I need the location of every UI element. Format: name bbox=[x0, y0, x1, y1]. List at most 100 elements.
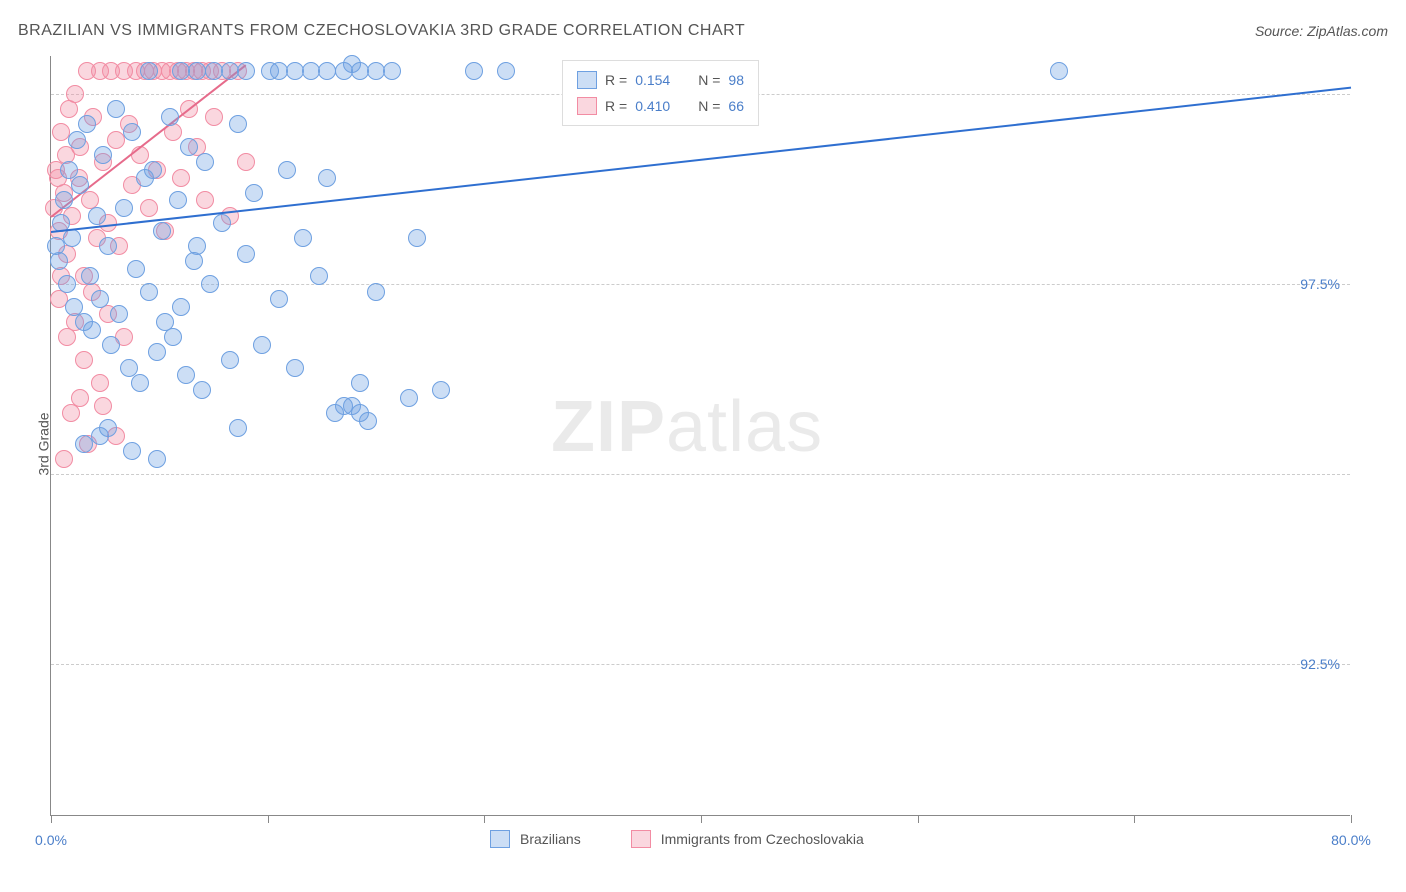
chart-header: BRAZILIAN VS IMMIGRANTS FROM CZECHOSLOVA… bbox=[18, 22, 1388, 40]
data-point bbox=[99, 237, 117, 255]
legend-swatch bbox=[490, 830, 510, 848]
x-tick bbox=[268, 815, 269, 823]
x-tick bbox=[484, 815, 485, 823]
data-point bbox=[172, 169, 190, 187]
data-point bbox=[205, 108, 223, 126]
legend-series-label: Immigrants from Czechoslovakia bbox=[661, 831, 864, 847]
data-point bbox=[91, 374, 109, 392]
data-point bbox=[351, 374, 369, 392]
data-point bbox=[294, 229, 312, 247]
data-point bbox=[153, 222, 171, 240]
data-point bbox=[253, 336, 271, 354]
data-point bbox=[367, 62, 385, 80]
data-point bbox=[193, 381, 211, 399]
data-point bbox=[221, 351, 239, 369]
legend-r-value: 0.410 bbox=[635, 98, 670, 114]
x-tick bbox=[1134, 815, 1135, 823]
stats-legend-row: R =0.154N =98 bbox=[577, 67, 744, 93]
x-tick bbox=[51, 815, 52, 823]
data-point bbox=[245, 184, 263, 202]
legend-n-label: N = bbox=[698, 72, 720, 88]
legend-swatch bbox=[577, 97, 597, 115]
x-tick bbox=[1351, 815, 1352, 823]
data-point bbox=[71, 389, 89, 407]
data-point bbox=[310, 267, 328, 285]
data-point bbox=[196, 191, 214, 209]
data-point bbox=[91, 290, 109, 308]
data-point bbox=[107, 100, 125, 118]
x-tick-label: 0.0% bbox=[35, 832, 67, 848]
legend-swatch bbox=[577, 71, 597, 89]
watermark-light: atlas bbox=[666, 387, 823, 467]
data-point bbox=[343, 55, 361, 73]
data-point bbox=[81, 267, 99, 285]
chart-title: BRAZILIAN VS IMMIGRANTS FROM CZECHOSLOVA… bbox=[18, 22, 745, 40]
legend-r-value: 0.154 bbox=[635, 72, 670, 88]
data-point bbox=[55, 450, 73, 468]
data-point bbox=[62, 404, 80, 422]
data-point bbox=[94, 146, 112, 164]
data-point bbox=[286, 359, 304, 377]
data-point bbox=[131, 374, 149, 392]
data-point bbox=[343, 397, 361, 415]
data-point bbox=[140, 283, 158, 301]
data-point bbox=[237, 62, 255, 80]
y-tick-label: 92.5% bbox=[1300, 656, 1340, 672]
data-point bbox=[213, 214, 231, 232]
data-point bbox=[123, 123, 141, 141]
x-tick-label: 80.0% bbox=[1331, 832, 1371, 848]
data-point bbox=[140, 62, 158, 80]
data-point bbox=[68, 131, 86, 149]
data-point bbox=[286, 62, 304, 80]
data-point bbox=[66, 85, 84, 103]
data-point bbox=[400, 389, 418, 407]
gridline-h bbox=[51, 664, 1350, 665]
data-point bbox=[270, 290, 288, 308]
data-point bbox=[161, 108, 179, 126]
data-point bbox=[188, 62, 206, 80]
chart-container: ZIPatlas 92.5%97.5%0.0%80.0% 3rd Grade R… bbox=[50, 56, 1390, 856]
data-point bbox=[318, 62, 336, 80]
data-point bbox=[102, 336, 120, 354]
legend-r-label: R = bbox=[605, 72, 627, 88]
watermark-bold: ZIP bbox=[551, 387, 666, 467]
data-point bbox=[127, 260, 145, 278]
data-point bbox=[75, 435, 93, 453]
data-point bbox=[278, 161, 296, 179]
data-point bbox=[107, 131, 125, 149]
legend-r-label: R = bbox=[605, 98, 627, 114]
data-point bbox=[55, 191, 73, 209]
data-point bbox=[367, 283, 385, 301]
gridline-h bbox=[51, 474, 1350, 475]
data-point bbox=[83, 321, 101, 339]
chart-source: Source: ZipAtlas.com bbox=[1255, 23, 1388, 39]
data-point bbox=[144, 161, 162, 179]
data-point bbox=[497, 62, 515, 80]
data-point bbox=[180, 138, 198, 156]
data-point bbox=[88, 207, 106, 225]
data-point bbox=[50, 252, 68, 270]
data-point bbox=[318, 169, 336, 187]
data-point bbox=[237, 153, 255, 171]
data-point bbox=[185, 252, 203, 270]
data-point bbox=[78, 115, 96, 133]
data-point bbox=[237, 245, 255, 263]
x-tick bbox=[701, 815, 702, 823]
data-point bbox=[383, 62, 401, 80]
data-point bbox=[1050, 62, 1068, 80]
stats-legend-row: R =0.410N =66 bbox=[577, 93, 744, 119]
data-point bbox=[177, 366, 195, 384]
legend-n-label: N = bbox=[698, 98, 720, 114]
data-point bbox=[201, 275, 219, 293]
data-point bbox=[110, 305, 128, 323]
data-point bbox=[188, 237, 206, 255]
data-point bbox=[164, 328, 182, 346]
data-point bbox=[148, 450, 166, 468]
stats-legend: R =0.154N =98R =0.410N =66 bbox=[562, 60, 759, 126]
data-point bbox=[71, 176, 89, 194]
data-point bbox=[169, 191, 187, 209]
data-point bbox=[229, 419, 247, 437]
plot-area: ZIPatlas 92.5%97.5%0.0%80.0% bbox=[50, 56, 1350, 816]
data-point bbox=[91, 427, 109, 445]
data-point bbox=[63, 229, 81, 247]
